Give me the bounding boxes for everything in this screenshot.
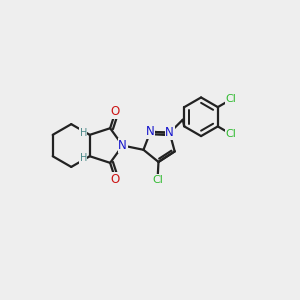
Text: Cl: Cl xyxy=(226,94,237,104)
Text: O: O xyxy=(111,105,120,118)
Text: N: N xyxy=(165,126,174,139)
Text: N: N xyxy=(146,125,155,138)
Text: H: H xyxy=(80,153,87,163)
Text: Cl: Cl xyxy=(226,129,237,139)
Text: N: N xyxy=(118,139,127,152)
Text: O: O xyxy=(111,173,120,186)
Text: H: H xyxy=(80,128,87,138)
Text: Cl: Cl xyxy=(152,175,163,185)
